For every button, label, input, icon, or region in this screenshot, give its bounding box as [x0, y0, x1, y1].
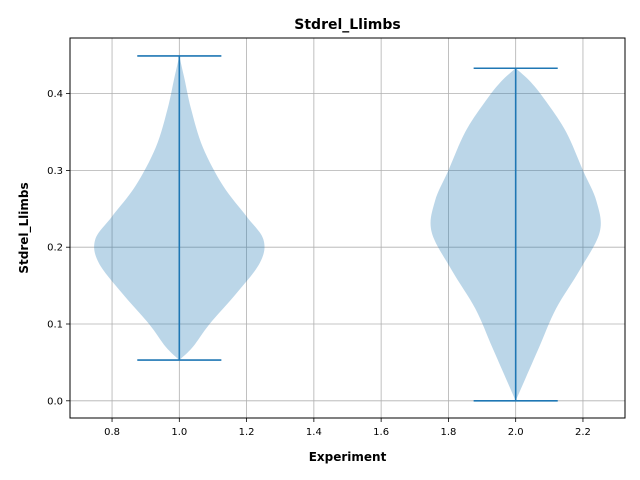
x-tick-label: 0.8: [104, 427, 120, 438]
x-tick-label: 1.8: [440, 427, 456, 438]
x-tick-label: 2.0: [508, 427, 524, 438]
y-axis-title: Stdrel_Llimbs: [17, 182, 32, 273]
y-tick-label: 0.2: [47, 243, 63, 254]
x-tick-label: 1.6: [373, 427, 389, 438]
y-tick-label: 0.4: [47, 89, 63, 100]
chart-title: Stdrel_Llimbs: [294, 17, 400, 33]
plot-area-frame: [69, 37, 626, 419]
x-tick-label: 1.0: [171, 427, 187, 438]
x-tick-label: 2.2: [575, 427, 591, 438]
x-tick-label: 1.4: [306, 427, 322, 438]
y-tick-label: 0.0: [47, 396, 63, 407]
x-axis-title: Experiment: [309, 450, 387, 464]
violin-series: [94, 55, 601, 402]
y-tick-label: 0.1: [47, 319, 63, 330]
x-tick-label: 1.2: [239, 427, 255, 438]
grid: [70, 38, 625, 418]
axis-ticks: 0.8 1.0 1.2 1.4 1.6 1.8 2.0 2.2 0.0 0.1 0.2 0.3 0.4: [47, 89, 591, 438]
y-tick-label: 0.3: [47, 166, 63, 177]
